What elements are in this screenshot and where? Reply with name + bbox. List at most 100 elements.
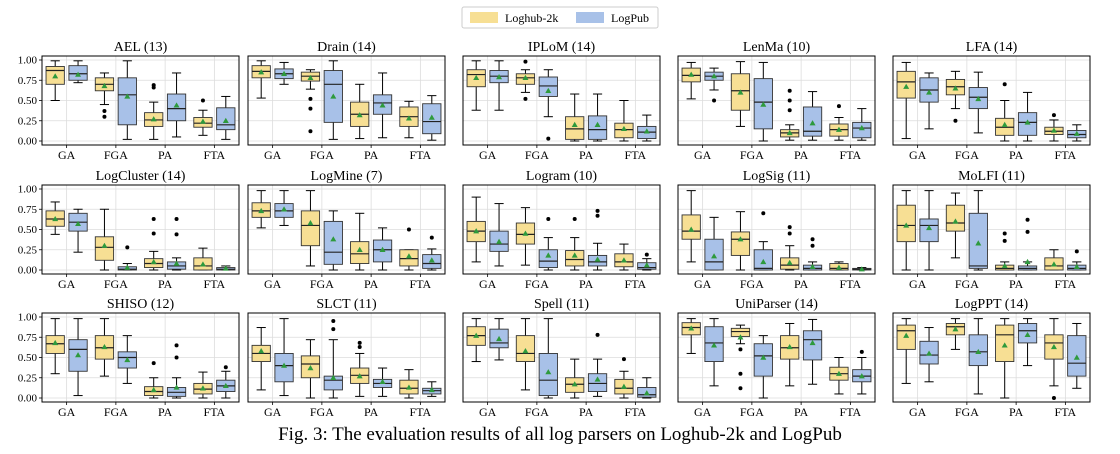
box-FGA-logpub xyxy=(323,60,343,140)
x-tick-label-GA: GA xyxy=(694,277,712,291)
box-GA-loghub2k xyxy=(896,61,916,140)
outlier-point-1 xyxy=(810,243,815,248)
mean-marker xyxy=(124,356,131,363)
box-FTA-loghub2k xyxy=(399,369,419,399)
box-GA-logpub xyxy=(919,327,939,383)
mean-marker xyxy=(428,257,435,263)
legend-label-0: Loghub-2k xyxy=(505,11,558,25)
outlier-point-1 xyxy=(1002,238,1007,243)
outlier-point-0 xyxy=(331,319,336,324)
mean-marker xyxy=(428,386,435,393)
box-PA-loghub2k xyxy=(780,225,800,271)
box-FGA-loghub2k xyxy=(515,318,536,391)
outlier-point-0 xyxy=(174,216,179,221)
mean-marker xyxy=(975,95,982,102)
box-FTA-logpub xyxy=(637,114,657,142)
mean-marker xyxy=(150,386,157,393)
panel-frame xyxy=(41,184,240,275)
box-GA-loghub2k xyxy=(45,318,65,375)
x-tick-label-GA: GA xyxy=(479,277,497,291)
outlier-point-0 xyxy=(1051,396,1056,400)
x-tick-label-PA: PA xyxy=(1009,277,1024,291)
box-FTA-logpub xyxy=(422,235,442,271)
mean-marker xyxy=(379,378,386,384)
box-iqr xyxy=(350,241,370,264)
box-PA-logpub xyxy=(1017,318,1038,367)
y-tick-label-4: 1.00 xyxy=(18,55,38,67)
box-FTA-loghub2k xyxy=(829,104,849,141)
panel-frame xyxy=(247,312,446,403)
mean-marker xyxy=(124,264,131,270)
box-FTA-loghub2k xyxy=(193,98,213,136)
mean-marker xyxy=(75,352,82,358)
panel-4: LFA (14) GA FGA PA FTA xyxy=(892,40,1091,162)
box-PA-loghub2k xyxy=(780,88,800,141)
mean-marker xyxy=(926,224,933,231)
box-FGA-logpub xyxy=(968,318,988,395)
box-GA-logpub xyxy=(68,60,88,84)
box-FTA-logpub xyxy=(852,108,872,141)
box-FGA-logpub xyxy=(538,216,558,271)
panel-3: LenMa (10) GA FGA PA FTA xyxy=(677,40,876,162)
box-FTA-loghub2k xyxy=(399,227,419,271)
outlier-point-1 xyxy=(331,327,336,332)
mean-marker xyxy=(711,253,718,259)
box-GA-loghub2k xyxy=(45,201,65,235)
x-tick-label-GA: GA xyxy=(58,405,76,419)
box-FTA-logpub xyxy=(637,252,657,271)
panel-frame xyxy=(677,184,876,275)
mean-marker xyxy=(737,334,744,340)
outlier-point-1 xyxy=(308,106,313,111)
mean-marker xyxy=(522,74,529,81)
box-GA-loghub2k xyxy=(466,318,486,363)
x-tick-label-FGA: FGA xyxy=(955,148,979,162)
x-tick-label-FGA: FGA xyxy=(525,148,549,162)
panel-title: UniParser (14) xyxy=(735,297,818,312)
outlier-point-0 xyxy=(546,216,551,221)
mean-marker xyxy=(356,373,363,379)
x-tick-label-FTA: FTA xyxy=(410,277,432,291)
outlier-point-0 xyxy=(546,136,551,141)
mean-marker xyxy=(786,129,793,136)
y-tick-label-0: 0.00 xyxy=(18,136,38,148)
box-PA-loghub2k xyxy=(350,83,370,140)
mean-marker xyxy=(975,348,982,355)
mean-marker xyxy=(473,228,480,234)
box-PA-loghub2k xyxy=(995,318,1015,399)
panel-title: AEL (13) xyxy=(114,40,168,55)
box-FGA-logpub xyxy=(117,335,137,384)
box-FTA-logpub xyxy=(1067,322,1087,389)
mean-marker xyxy=(1050,343,1057,350)
panel-12: Spell (11) GA FGA PA FTA xyxy=(462,297,661,419)
x-tick-label-FGA: FGA xyxy=(955,405,979,419)
outlier-point-0 xyxy=(572,216,577,221)
mean-marker xyxy=(594,376,601,382)
mean-marker xyxy=(835,370,842,376)
box-iqr xyxy=(730,231,751,256)
box-PA-loghub2k xyxy=(995,82,1015,142)
legend-frame xyxy=(461,6,659,29)
box-FGA-loghub2k xyxy=(515,207,536,266)
x-tick-label-FGA: FGA xyxy=(955,277,979,291)
box-FGA-loghub2k xyxy=(300,69,321,134)
box-FGA-loghub2k xyxy=(300,339,321,399)
mean-marker xyxy=(1073,263,1080,269)
panel-title: Logram (10) xyxy=(526,169,597,184)
box-PA-loghub2k xyxy=(350,212,370,271)
mean-marker xyxy=(688,325,695,331)
box-PA-loghub2k xyxy=(565,216,585,271)
box-iqr xyxy=(538,249,558,269)
outlier-point-0 xyxy=(859,349,864,354)
panel-0: AEL (13) 0.00 0.25 0.50 0.75 1.00 GA FGA PA FTA xyxy=(18,40,240,162)
outlier-point-1 xyxy=(1025,229,1030,234)
box-FTA-loghub2k xyxy=(829,261,849,271)
box-iqr xyxy=(587,115,608,140)
box-FTA-loghub2k xyxy=(614,357,634,399)
box-PA-logpub xyxy=(1017,91,1038,142)
outlier-point-0 xyxy=(787,225,792,230)
outlier-point-0 xyxy=(406,227,411,232)
box-GA-loghub2k xyxy=(251,190,271,229)
mean-marker xyxy=(356,112,363,118)
y-tick-label-3: 0.75 xyxy=(18,75,38,87)
box-FGA-loghub2k xyxy=(515,59,536,101)
